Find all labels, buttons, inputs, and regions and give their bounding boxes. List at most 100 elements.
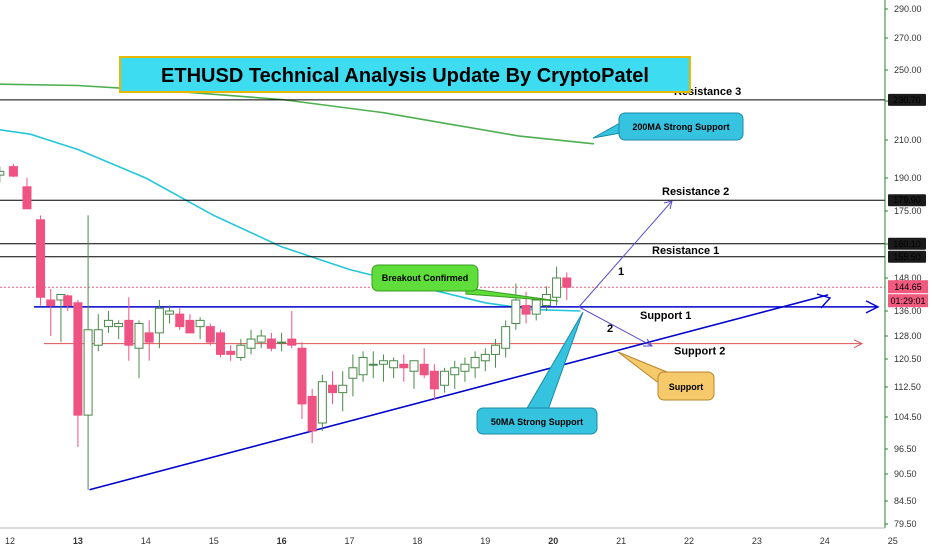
candles [0, 163, 572, 490]
candle-body [165, 310, 175, 315]
candle-body [8, 166, 18, 177]
ma200-callout-label: 200MA Strong Support [632, 122, 729, 132]
candle [0, 166, 5, 183]
candle-body [205, 326, 215, 343]
candle [348, 354, 358, 397]
candle-body [73, 302, 83, 416]
moving-average-lines [0, 83, 594, 312]
candle [165, 305, 175, 324]
candle [175, 308, 185, 330]
candle [236, 339, 246, 361]
candle-body [307, 395, 317, 432]
candle [440, 367, 450, 393]
candle-body [226, 350, 236, 355]
ma50-callout-label: 50MA Strong Support [491, 417, 583, 427]
y-tick-label: 120.50 [894, 354, 922, 364]
candle-body [470, 356, 480, 369]
candle-body [348, 367, 358, 379]
current-price-label: 144.65 [894, 282, 922, 292]
candle-body [154, 307, 164, 334]
x-tick-label: 20 [548, 536, 558, 546]
x-tick-label: 25 [888, 536, 898, 546]
y-tick-label: 270.00 [894, 33, 922, 43]
candle-body [399, 363, 409, 369]
candle-body [175, 313, 185, 328]
candle [8, 163, 18, 178]
candle-body [22, 186, 32, 210]
candle-body [63, 295, 73, 306]
candle [287, 311, 297, 349]
level-badge [888, 237, 926, 250]
candle-body [297, 347, 307, 405]
candle-body [501, 326, 511, 349]
candle-body [134, 323, 144, 349]
candle-body [389, 360, 399, 369]
candle [460, 357, 470, 382]
candle [328, 371, 338, 404]
breakout-callout-label: Breakout Confirmed [382, 273, 469, 283]
y-tick-label: 210.00 [894, 135, 922, 145]
candle [114, 320, 124, 340]
y-tick-label: 90.50 [894, 469, 917, 479]
candle [134, 320, 144, 379]
ma-line-200ma [0, 83, 594, 145]
candle [93, 314, 103, 352]
candle [419, 348, 429, 379]
candle [46, 289, 56, 336]
candle-body [338, 384, 348, 394]
x-tick-label: 19 [480, 536, 490, 546]
candle-body [0, 170, 5, 176]
candle [511, 283, 521, 330]
x-tick-label: 22 [684, 536, 694, 546]
title-box [119, 56, 691, 93]
candle [103, 311, 113, 333]
y-tick-label: 136.00 [894, 306, 922, 316]
candle [429, 364, 439, 401]
candle-body [490, 344, 500, 355]
y-tick-label: 250.00 [894, 65, 922, 75]
level-badge-label: 160.10 [893, 239, 921, 249]
candle [480, 348, 490, 372]
x-tick-label: 14 [141, 536, 151, 546]
ascending-trendline [89, 294, 829, 491]
candle [490, 339, 500, 368]
candle [389, 357, 399, 379]
candle-body [195, 319, 205, 328]
candle [22, 178, 32, 210]
candle [317, 374, 327, 431]
candle-body [93, 329, 103, 346]
candle-body [521, 305, 531, 315]
x-tick-label: 23 [752, 536, 762, 546]
path-label-2: 2 [607, 323, 613, 335]
candle [256, 329, 266, 349]
candle [266, 332, 276, 352]
current-price-badge [888, 280, 928, 294]
level-badge [888, 93, 926, 106]
candle [307, 388, 317, 443]
candle [358, 351, 368, 382]
candle-body [450, 367, 460, 376]
candle-body [440, 370, 450, 386]
candle-body [409, 360, 419, 372]
candle [378, 354, 388, 382]
candle [246, 329, 256, 355]
candle-body [552, 277, 562, 298]
candle [154, 300, 164, 349]
candle [215, 329, 225, 358]
candle [409, 360, 419, 389]
candle-body [246, 338, 256, 349]
projection-arrows [578, 200, 673, 347]
support-1-arrowhead [865, 300, 880, 314]
x-tick-label: 17 [344, 536, 354, 546]
candle [226, 345, 236, 361]
candle [144, 320, 154, 361]
candle [185, 314, 195, 334]
candle-body [256, 335, 266, 343]
x-tick-label: 24 [820, 536, 830, 546]
projection-arrow-down-head [643, 338, 653, 347]
candle-body [511, 299, 521, 324]
countdown-badge [888, 294, 928, 308]
